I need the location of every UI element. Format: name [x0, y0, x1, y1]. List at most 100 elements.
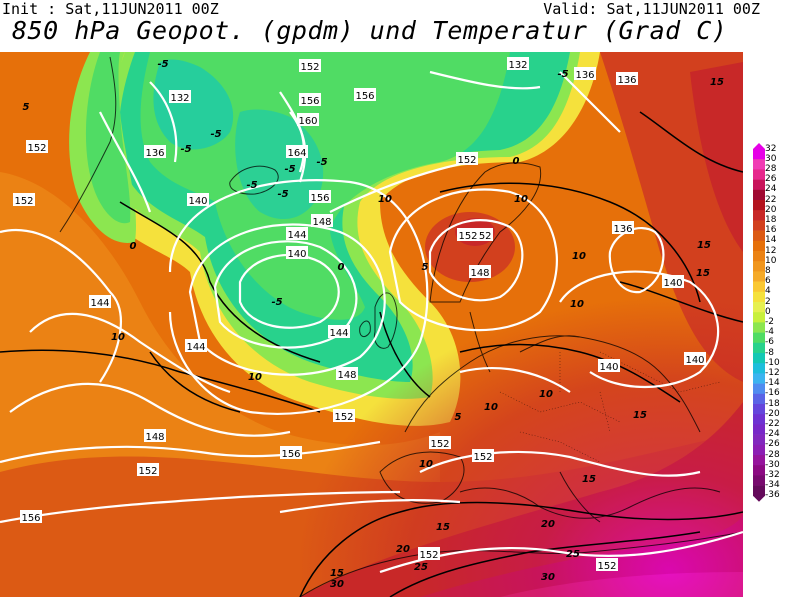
isohypse-148-low — [188, 223, 386, 376]
color-scale-cell — [753, 210, 765, 221]
isohypse-144-atlantic — [29, 312, 231, 394]
geo-label-6: 156 — [354, 88, 376, 102]
coast-british-isles — [359, 292, 398, 349]
geo-label-22: 148 — [336, 367, 358, 381]
temp-label-10: 0 — [130, 241, 137, 252]
color-scale-arrow-top — [753, 143, 765, 149]
color-scale-tick: 10 — [765, 255, 777, 266]
geo-label-32: 140 — [684, 352, 706, 366]
isohypse-132-north — [149, 81, 178, 163]
svg-text:152: 152 — [430, 439, 449, 450]
temp-label-24: 10 — [419, 459, 433, 470]
color-scale-cell — [753, 322, 765, 333]
geo-label-7: 156 — [299, 93, 321, 107]
svg-text:152: 152 — [334, 412, 353, 423]
geo-label-20: 144 — [89, 295, 111, 309]
temp-label-19: 10 — [572, 251, 586, 262]
color-scale-tick: 6 — [765, 276, 771, 287]
color-scale-cell — [753, 220, 765, 231]
svg-text:164: 164 — [287, 148, 306, 159]
isohypse-160-arctic — [289, 111, 307, 183]
color-scale-cell — [753, 332, 765, 344]
temp-label-29: 15 — [582, 474, 596, 485]
color-scale-tick: 12 — [765, 245, 777, 256]
geo-label-18: 140 — [187, 193, 209, 207]
temp-label-4: -5 — [246, 180, 257, 191]
isotherm-0 — [119, 201, 321, 363]
temp-label-23: 10 — [484, 402, 498, 413]
temp-label-18: 10 — [248, 372, 262, 383]
coast-greenland — [59, 56, 117, 233]
color-scale-tick: -24 — [765, 429, 780, 440]
svg-text:140: 140 — [685, 355, 704, 366]
temp-label-16: 10 — [378, 194, 392, 205]
temp-label-7: -5 — [271, 297, 282, 308]
geopotential-contours — [0, 70, 743, 574]
temp-label-1: -5 — [157, 59, 168, 70]
isohypse-148-central — [459, 366, 571, 393]
temp-label-27: 15 — [696, 268, 710, 279]
temp-label-34: 25 — [414, 562, 428, 573]
geo-label-5: 152 — [299, 59, 321, 73]
svg-text:136: 136 — [613, 224, 632, 235]
color-scale-tick: 0 — [765, 306, 771, 317]
isohypse-148-baltic — [428, 219, 524, 302]
color-scale-tick: -36 — [765, 490, 780, 501]
isotherm-10-north — [149, 351, 241, 413]
isohypse-136-northeast — [559, 71, 621, 133]
geo-label-3: 132 — [507, 57, 529, 71]
color-scale-cell — [753, 424, 765, 435]
color-scale-cell — [753, 281, 765, 293]
geo-label-19: 144 — [328, 325, 350, 339]
geo-label-34: 152 — [457, 228, 479, 242]
svg-text:140: 140 — [287, 249, 306, 260]
color-scale-tick: -12 — [765, 367, 780, 378]
color-scale-tick: -8 — [765, 347, 774, 358]
color-scale-cell — [753, 455, 765, 466]
color-scale-tick: 16 — [765, 225, 777, 236]
svg-text:140: 140 — [663, 278, 682, 289]
color-scale-tick: 14 — [765, 235, 777, 246]
svg-text:156: 156 — [310, 193, 329, 204]
border-1 — [499, 391, 621, 423]
temp-label-9: -5 — [316, 157, 327, 168]
chart-title: 850 hPa Geopot. (gpdm) und Temperatur (G… — [12, 16, 728, 45]
geo-label-28: 152 — [333, 409, 355, 423]
color-scale-tick: -22 — [765, 418, 780, 429]
color-scale-cell — [753, 159, 765, 170]
color-scale-cell — [753, 200, 765, 211]
temp-label-2: -5 — [180, 144, 191, 155]
color-scale-arrow-bottom — [753, 495, 765, 502]
coast-italy — [559, 471, 601, 523]
color-scale-cell — [753, 149, 765, 160]
svg-text:152: 152 — [458, 231, 477, 242]
svg-text:148: 148 — [470, 268, 489, 279]
temp-label-13: 5 — [23, 102, 30, 113]
color-scale-cell — [753, 414, 765, 425]
geo-label-8: 160 — [297, 113, 319, 127]
temp-label-20: 10 — [570, 299, 584, 310]
isotherm-20-south — [389, 531, 701, 597]
temp-label-35: 25 — [566, 549, 580, 560]
svg-text:132: 132 — [508, 60, 527, 71]
isotherm-15-east — [619, 281, 743, 323]
color-scale-cell — [753, 302, 765, 313]
svg-text:156: 156 — [355, 91, 374, 102]
geo-label-23: 144 — [185, 339, 207, 353]
svg-text:156: 156 — [300, 96, 319, 107]
geo-label-9: 164 — [286, 145, 308, 159]
temp-label-32: 20 — [396, 544, 410, 555]
color-scale-cell — [753, 261, 765, 272]
svg-text:140: 140 — [188, 196, 207, 207]
color-scale-cell — [753, 404, 765, 415]
color-scale-tick: -28 — [765, 449, 780, 460]
svg-text:152: 152 — [457, 155, 476, 166]
color-scale-tick: -34 — [765, 480, 780, 491]
color-scale-tick: 28 — [765, 163, 777, 174]
isohypse-152-atlantic — [0, 440, 381, 464]
init-time: Init : Sat,11JUN2011 00Z — [2, 0, 219, 18]
color-scale-tick: 2 — [765, 296, 771, 307]
svg-text:148: 148 — [312, 217, 331, 228]
svg-text:152: 152 — [27, 143, 46, 154]
coastlines — [59, 56, 743, 597]
